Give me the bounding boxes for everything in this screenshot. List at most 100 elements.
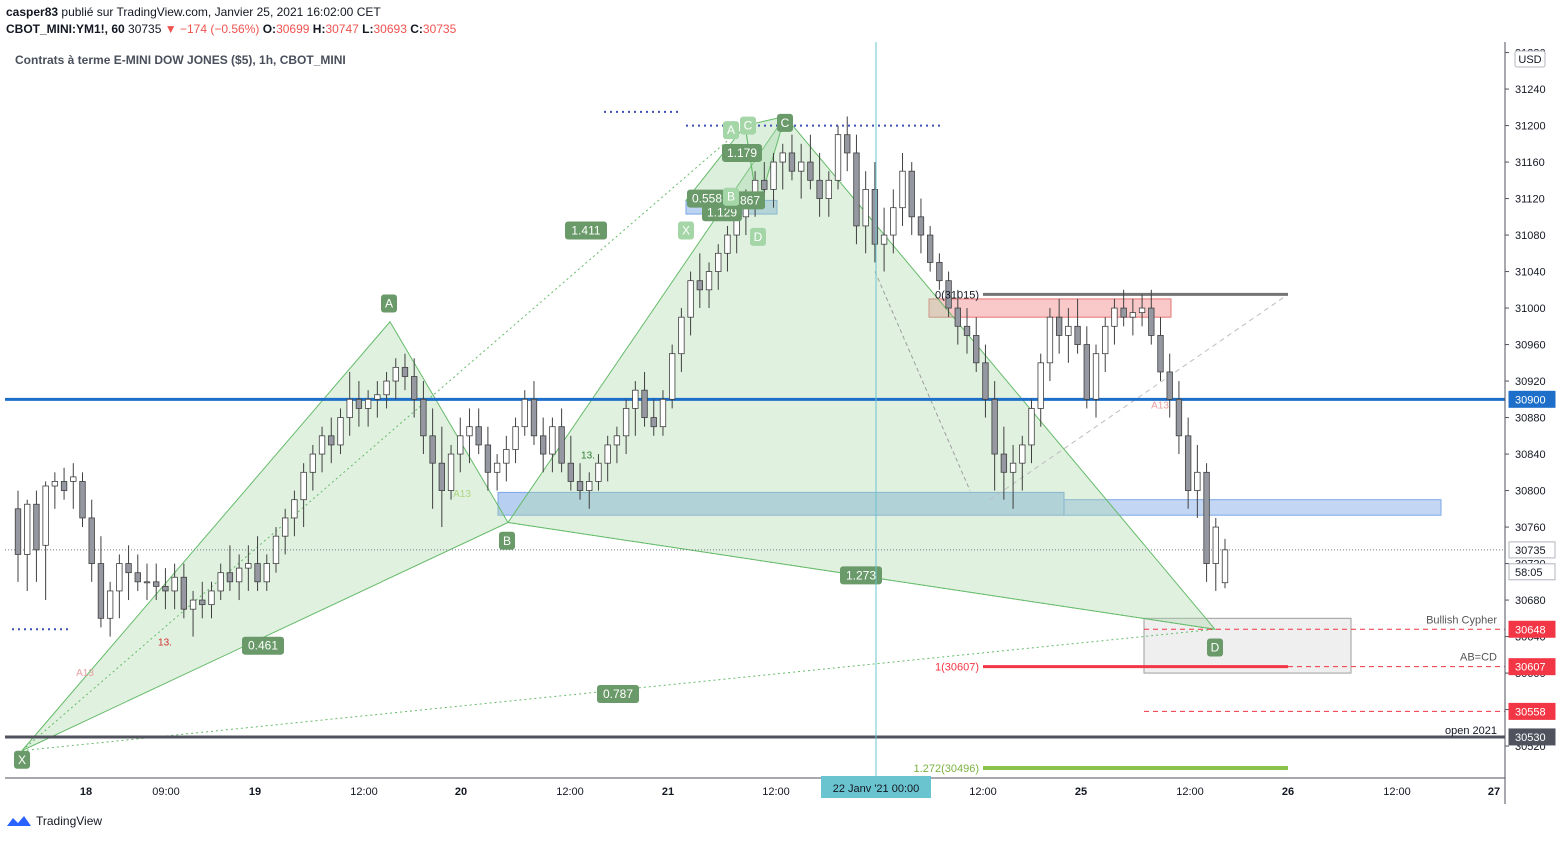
price-tick-label: 31040 <box>1515 267 1546 279</box>
tradingview-logo-icon <box>7 816 31 826</box>
candle-body <box>853 152 860 227</box>
price-tick-label: 30960 <box>1515 340 1546 352</box>
price-label-bg <box>1508 728 1556 746</box>
candle-body <box>586 481 593 491</box>
candle-body <box>862 189 869 227</box>
candle-body <box>807 161 814 181</box>
candle-body <box>484 444 492 473</box>
candle-body <box>991 398 998 455</box>
high-label: H: <box>312 22 326 36</box>
candle-body <box>567 462 574 482</box>
candle-body <box>116 563 123 592</box>
ratio-xb-bg <box>242 636 284 655</box>
candle-body <box>1046 316 1054 364</box>
candle-body <box>346 398 353 418</box>
candle-body <box>466 426 473 437</box>
point-b-bg <box>499 531 515 550</box>
footer-brand[interactable]: TradingView <box>6 814 102 828</box>
price-label-last: 30735 <box>1515 545 1546 557</box>
candle-body <box>963 325 971 336</box>
seq-mark-a13-1: A13 <box>76 668 94 679</box>
candle-body <box>641 389 648 418</box>
candle-body <box>1138 307 1146 314</box>
candle-body <box>475 426 482 446</box>
time-tick-label: 26 <box>1282 786 1294 798</box>
fib-1-label: 1(30607) <box>935 662 979 674</box>
candle-body <box>337 417 344 446</box>
candle-body <box>33 503 40 551</box>
candle-body <box>613 435 621 446</box>
candle-body <box>604 444 611 464</box>
candle-body <box>1009 462 1017 473</box>
point-d: D <box>1211 641 1220 655</box>
mini-point-a: A <box>727 123 735 137</box>
candle-body <box>512 426 519 450</box>
candle-body <box>1028 408 1035 446</box>
candle-body <box>1129 312 1137 318</box>
crosshair-time-label: 22 Janv '21 00:00 <box>833 783 920 795</box>
candle-body <box>1120 307 1127 318</box>
candle-body <box>890 207 897 236</box>
candle-body <box>60 481 68 491</box>
candle-body <box>982 362 989 400</box>
last-price: 30735 <box>128 22 162 36</box>
price-tick-label: 30840 <box>1515 449 1546 461</box>
price-label-bg <box>1508 390 1556 408</box>
fib-0-label: 0(31015) <box>935 289 979 301</box>
candle-body <box>1055 316 1063 336</box>
candle-body <box>622 408 630 437</box>
candle-body <box>779 152 786 163</box>
candle-body <box>180 576 188 610</box>
point-x: X <box>18 753 26 767</box>
candle-body <box>1000 453 1008 473</box>
time-tick-label: 09:00 <box>152 786 180 798</box>
price-label-bg <box>1508 541 1556 559</box>
ratio-mini-xb-bg <box>687 189 727 208</box>
candle-body <box>880 234 888 245</box>
mini-point-c-bg <box>740 116 756 135</box>
candle-body <box>125 563 132 574</box>
candle-body <box>447 453 455 491</box>
candle-body <box>816 179 823 199</box>
open-2021-label: open 2021 <box>1445 725 1497 737</box>
candle-body <box>79 481 86 519</box>
ratio-mini-ac-bg <box>722 143 762 162</box>
candle-body <box>309 453 317 473</box>
candle-body <box>263 563 270 583</box>
candle-body <box>392 366 399 382</box>
ohlc-row: CBOT_MINI:YM1!, 60 30735 ▼ −174 (−0.56%)… <box>6 22 456 36</box>
candle-body <box>1083 344 1090 400</box>
candle-body <box>834 134 842 181</box>
author-name[interactable]: casper83 <box>6 5 59 19</box>
candle-body <box>318 435 326 455</box>
point-b: B <box>503 534 511 548</box>
price-label-timer: 58:05 <box>1515 567 1543 579</box>
candle-body <box>1221 549 1229 584</box>
candle-body <box>457 435 464 455</box>
mini-point-d-bg <box>750 227 766 246</box>
candle-body <box>770 161 777 190</box>
price-label-red: 30558 <box>1515 706 1546 718</box>
candle-body <box>374 394 381 400</box>
price-label-bg <box>1508 620 1556 638</box>
candle-body <box>1037 362 1044 409</box>
price-label-red: 30648 <box>1515 624 1546 636</box>
candle-body <box>282 517 289 537</box>
candle-body <box>917 216 925 236</box>
candle-body <box>595 462 602 482</box>
candle-body <box>328 435 335 446</box>
mini-point-b: B <box>727 190 735 204</box>
time-tick-label: 12:00 <box>350 786 378 798</box>
symbol-label: CBOT_MINI:YM1!, 60 <box>6 22 125 36</box>
time-tick-label: 12:00 <box>762 786 790 798</box>
candle-body <box>945 280 952 309</box>
candle-body <box>576 481 584 491</box>
candle-body <box>14 508 22 555</box>
candle-body <box>1148 307 1155 336</box>
close-label: C: <box>410 22 423 36</box>
candle-body <box>189 599 197 610</box>
seq-mark-13-green: 13. <box>581 451 595 462</box>
xc-dotted <box>21 125 746 752</box>
mini-point-a-bg <box>723 121 739 140</box>
